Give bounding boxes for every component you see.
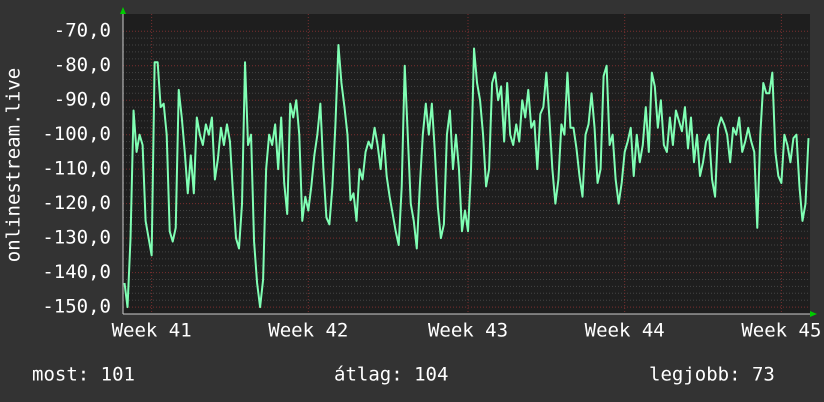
x-axis-arrow [810,311,817,317]
y-tick-label: -130,0 [42,227,111,249]
plot [123,44,810,309]
x-tick-label: Week 41 [112,320,192,342]
plot-area [123,14,810,314]
footer-current: most: 101 [32,364,135,386]
x-tick-label: Week 44 [585,320,665,342]
x-tick-label: Week 42 [268,320,348,342]
data-line [123,44,810,309]
y-tick-label: -100,0 [42,123,111,145]
x-tick-label: Week 43 [428,320,508,342]
y-axis-arrow [120,7,126,14]
y-tick-label: -110,0 [42,158,111,180]
y-axis-label: onlinestream.live [3,68,25,262]
y-tick-label: -150,0 [42,296,111,318]
footer-best: legjobb: 73 [649,364,775,386]
y-tick-label: -140,0 [42,261,111,283]
y-tick-label: -120,0 [42,192,111,214]
footer-average: átlag: 104 [334,364,448,386]
y-tick-label: -80,0 [54,54,111,76]
x-tick-label: Week 45 [741,320,821,342]
y-tick-label: -70,0 [54,20,111,42]
y-tick-label: -90,0 [54,89,111,111]
